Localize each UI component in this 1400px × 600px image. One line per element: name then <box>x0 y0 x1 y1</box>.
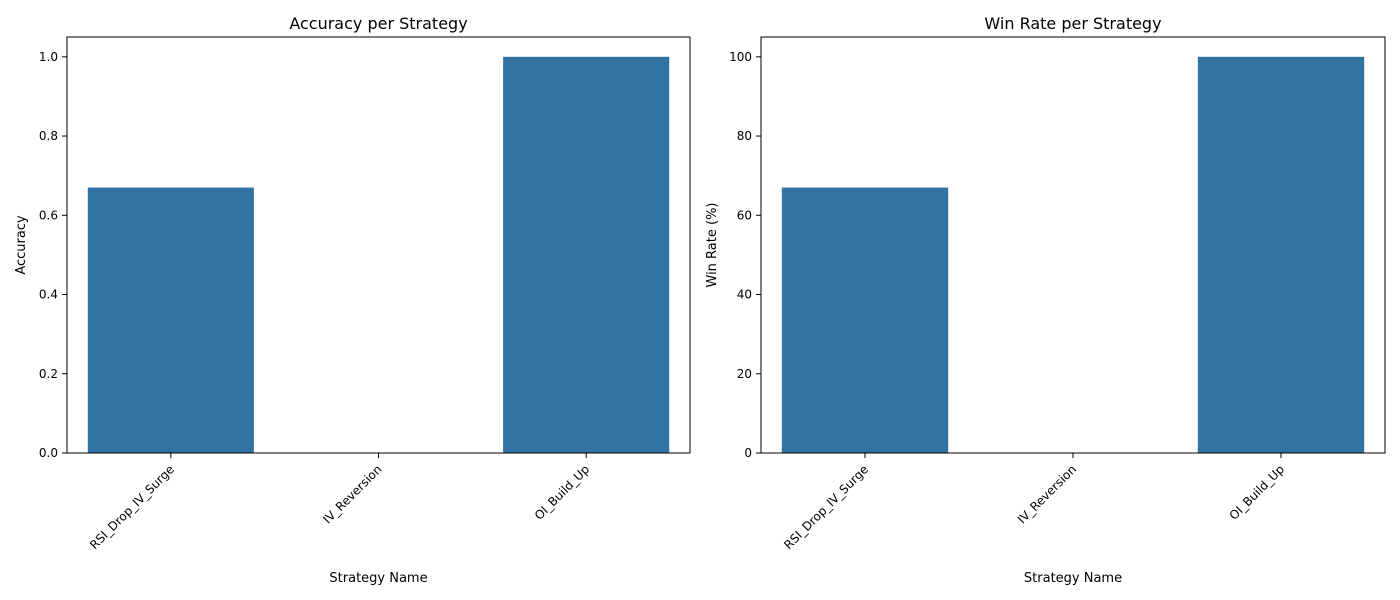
y-tick-label: 80 <box>737 129 752 143</box>
chart-0-yaxis: 0.0 0.2 0.4 0.6 0.8 1.0 <box>39 50 67 460</box>
bar-RSI_Drop_IV_Surge <box>781 187 949 454</box>
y-tick-label: 20 <box>737 367 752 381</box>
chart-0-xlabel: Strategy Name <box>329 571 427 586</box>
y-tick-label: 0.2 <box>39 367 58 381</box>
y-tick-label: 0.4 <box>39 288 58 302</box>
y-tick-label: 1.0 <box>39 50 58 64</box>
chart-0-plot-frame <box>66 36 691 454</box>
chart-1-xlabel: Strategy Name <box>1024 571 1122 586</box>
y-tick-label: 60 <box>737 208 752 222</box>
y-tick-label: 40 <box>737 288 752 302</box>
chart-0-ylabel: Accuracy <box>14 215 29 275</box>
bar-OI_Build_Up <box>503 56 670 454</box>
y-tick-label: 0.8 <box>39 129 58 143</box>
chart-1-yaxis: 0 20 40 60 80 100 <box>729 50 761 460</box>
y-tick-label: 0 <box>744 446 752 460</box>
y-tick-label: 0.0 <box>39 446 58 460</box>
bar-OI_Build_Up <box>1197 56 1365 454</box>
bar-RSI_Drop_IV_Surge <box>87 187 254 454</box>
chart-0-title: Accuracy per Strategy <box>289 14 467 33</box>
y-tick-label: 100 <box>729 50 752 64</box>
chart-1-bars <box>781 56 1365 454</box>
y-tick-label: 0.6 <box>39 208 58 222</box>
chart-1-plot-frame <box>760 36 1386 454</box>
chart-0-bars <box>87 56 670 454</box>
chart-1-ylabel: Win Rate (%) <box>705 203 720 288</box>
chart-1-title: Win Rate per Strategy <box>984 14 1161 33</box>
